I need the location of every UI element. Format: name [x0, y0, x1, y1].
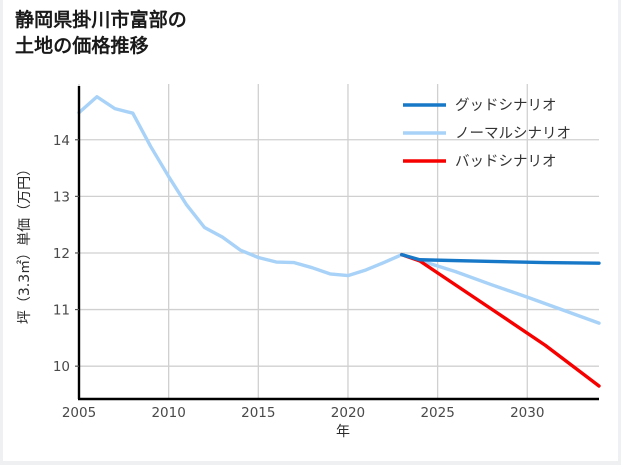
- gridlines: [79, 139, 599, 367]
- axes: [77, 86, 599, 401]
- y-tick-labels: 10 11 12 13 14: [53, 133, 79, 375]
- y-tick-label: 13: [53, 189, 70, 205]
- y-tick-label: 10: [53, 359, 70, 375]
- x-tick-label: 2030: [510, 405, 544, 421]
- line-chart-plot: 10 11 12 13 14 2005 2010 2015 2020 2025 2030 年 坪（…: [17, 84, 601, 440]
- series-line-ノーマルシナリオ: [77, 95, 601, 325]
- x-tick-labels: 2005 2010 2015 2020 2025 2030: [62, 405, 545, 421]
- y-tick-label: 14: [53, 133, 70, 149]
- legend-label-0: グッドシナリオ: [455, 97, 557, 114]
- x-tick-label: 2015: [241, 405, 275, 421]
- series-line-グッドシナリオ: [400, 252, 601, 265]
- chart-title: 静岡県掛川市富部の 土地の価格推移: [15, 8, 187, 60]
- x-tick-label: 2005: [62, 405, 96, 421]
- legend-label-1: ノーマルシナリオ: [455, 126, 571, 142]
- x-tick-label: 2025: [420, 405, 454, 421]
- chart-title-line-1: 静岡県掛川市富部の: [15, 10, 187, 31]
- chart-title-line-2: 土地の価格推移: [15, 36, 149, 58]
- y-tick-label: 12: [53, 246, 70, 262]
- x-tick-label: 2010: [151, 405, 185, 421]
- y-tick-label: 11: [53, 303, 70, 319]
- y-axis-title: 坪（3.3㎡）単価（万円）: [17, 162, 33, 324]
- legend-label-2: バッドシナリオ: [455, 154, 557, 170]
- x-tick-label: 2020: [331, 405, 365, 421]
- series-lines: [77, 95, 601, 388]
- x-axis-title: 年: [336, 424, 350, 440]
